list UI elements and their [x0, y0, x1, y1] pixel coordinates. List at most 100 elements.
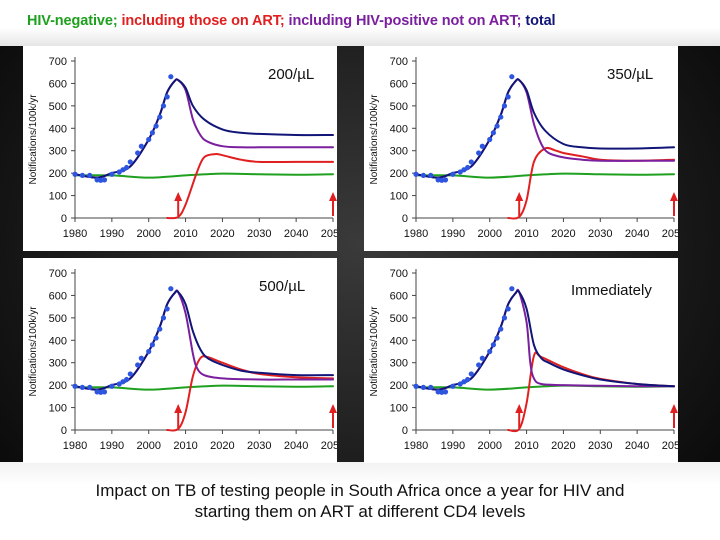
panel-label-immediately: Immediately [571, 282, 652, 299]
legend: HIV-negative; including those on ART; in… [27, 13, 556, 29]
x-tick-label: 2010 [514, 440, 538, 452]
x-tick-label: 2020 [210, 228, 234, 240]
marker-arrow [670, 192, 678, 216]
y-tick-label: 100 [390, 191, 408, 203]
series-line-on_art [507, 146, 675, 220]
data-point-observed [494, 123, 500, 129]
caption-line-1: Impact on TB of testing people in South … [95, 481, 625, 500]
x-tick-label: 2020 [551, 228, 575, 240]
panel-label-350: 350/µL [607, 66, 654, 83]
data-point-observed [168, 286, 174, 292]
data-point-observed [505, 306, 511, 312]
x-tick-label: 2010 [173, 440, 197, 452]
data-point-observed [160, 315, 167, 321]
y-axis-label: Notifications/100k/yr [28, 306, 39, 397]
chart-immediately: 0 100 200 300 400 500 600 700 1980 1990 2000 2010 20… [369, 268, 678, 452]
data-point-observed [494, 335, 500, 341]
x-tick-label: 2000 [477, 228, 501, 240]
y-tick-label: 100 [49, 191, 67, 203]
y-tick-label: 200 [390, 380, 408, 392]
y-axis-label: Notifications/100k/yr [369, 94, 380, 185]
x-tick-label: 2010 [173, 228, 197, 240]
data-point-observed [479, 355, 485, 361]
x-tick-label: 1980 [404, 228, 428, 240]
y-tick-label: 400 [390, 123, 408, 135]
data-point-observed [87, 384, 93, 390]
y-axis-label: Notifications/100k/yr [369, 306, 380, 397]
series-line-total [415, 289, 675, 391]
y-tick-label: 400 [49, 123, 67, 135]
data-point-observed [476, 150, 482, 156]
series-line-total [415, 78, 675, 179]
data-point-observed [442, 177, 449, 183]
marker-arrow [329, 192, 337, 216]
legend-on-art: including those on ART; [121, 13, 285, 29]
data-point-observed [124, 376, 130, 383]
marker-arrow [174, 192, 183, 216]
data-point-observed [127, 371, 133, 377]
marker-arrow [515, 404, 524, 428]
data-point-observed [138, 143, 144, 149]
data-point-observed [157, 114, 163, 120]
data-point-observed [149, 130, 155, 136]
marker-arrow-head [174, 192, 183, 201]
y-tick-label: 500 [390, 101, 408, 113]
data-point-observed [101, 389, 108, 395]
marker-arrow-head [174, 404, 183, 413]
data-point-observed [153, 335, 159, 341]
data-point-observed [135, 150, 141, 156]
panel-label-200: 200/µL [268, 66, 315, 83]
data-point-observed [428, 384, 434, 390]
data-point-observed [476, 362, 482, 368]
data-point-observed [479, 143, 485, 149]
data-point-observed [413, 171, 419, 177]
data-point-observed [138, 355, 144, 361]
y-tick-label: 600 [390, 78, 408, 90]
x-tick-label: 1980 [404, 440, 428, 452]
chart-panel-350: 0 100 200 300 400 500 600 700 1980 1990 2000 2010 20… [364, 46, 678, 251]
y-tick-label: 100 [49, 403, 67, 415]
title-band [0, 0, 720, 46]
y-tick-label: 400 [49, 335, 67, 347]
data-point-observed [164, 306, 170, 312]
series-line-hiv_negative [74, 172, 334, 179]
x-tick-label: 2010 [514, 228, 538, 240]
data-point-observed [79, 384, 85, 390]
marker-arrow-head [515, 404, 524, 413]
data-point-observed [487, 136, 493, 143]
x-tick-label: 2050 [662, 440, 678, 452]
data-point-observed [109, 171, 115, 177]
data-point-observed [501, 103, 508, 109]
data-point-observed [413, 383, 419, 389]
data-point-observed [146, 348, 152, 355]
data-point-observed [124, 164, 130, 171]
y-axis-label: Notifications/100k/yr [28, 94, 39, 185]
data-point-observed [168, 74, 174, 80]
chart-200: 0 100 200 300 400 500 600 700 1980 1990 2000 2010 20… [28, 56, 337, 240]
y-tick-label: 100 [390, 403, 408, 415]
data-point-observed [468, 371, 474, 377]
x-tick-label: 2030 [588, 440, 612, 452]
y-tick-label: 300 [390, 358, 408, 370]
y-tick-label: 400 [390, 335, 408, 347]
panel-label-500: 500/µL [259, 278, 306, 295]
y-tick-label: 600 [390, 290, 408, 302]
data-point-observed [72, 383, 78, 389]
x-tick-label: 2040 [284, 228, 308, 240]
x-tick-label: 2050 [321, 228, 337, 240]
series-line-on_art [166, 355, 334, 432]
data-point-observed [164, 94, 170, 100]
chart-panel-500: 0 100 200 300 400 500 600 700 1980 1990 2000 2010 20… [23, 258, 337, 463]
data-point-observed [428, 172, 434, 178]
y-tick-label: 0 [61, 213, 67, 225]
y-tick-label: 300 [390, 146, 408, 158]
marker-arrow [174, 404, 183, 428]
data-point-observed [487, 348, 493, 355]
data-point-observed [420, 172, 426, 178]
data-point-observed [153, 123, 159, 129]
legend-hiv-positive-not-on-art: including HIV-positive not on ART; [288, 13, 522, 29]
data-point-observed [505, 94, 511, 100]
data-point-observed [450, 171, 456, 177]
marker-arrow-head [670, 404, 678, 413]
data-point-observed [468, 159, 474, 165]
